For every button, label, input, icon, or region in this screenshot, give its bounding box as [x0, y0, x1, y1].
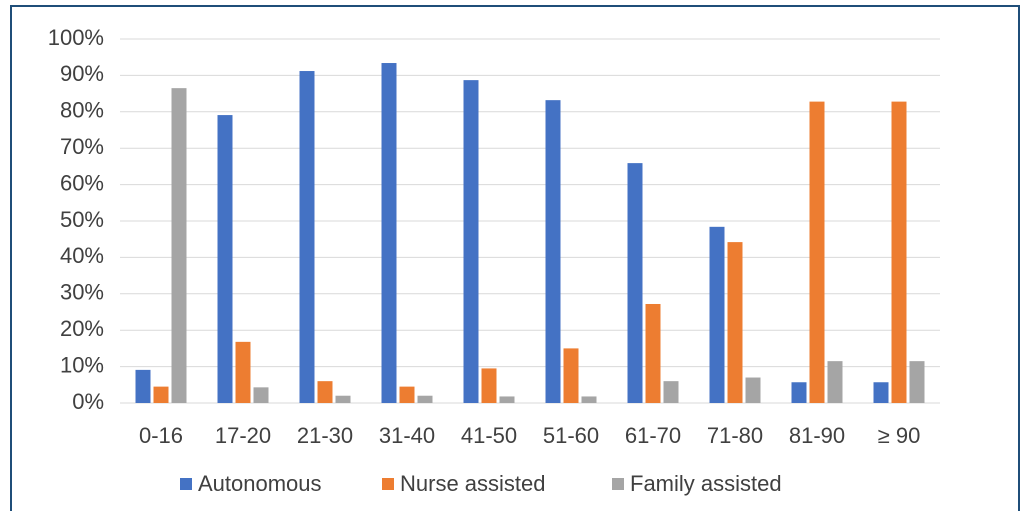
- bar: [417, 395, 433, 403]
- bar: [891, 101, 907, 403]
- bar: [499, 396, 515, 403]
- x-tick-label: 71-80: [707, 423, 763, 448]
- bar: [791, 382, 807, 403]
- x-tick-label: 0-16: [139, 423, 183, 448]
- bar: [235, 341, 251, 403]
- bar: [153, 386, 169, 403]
- y-tick-label: 10%: [60, 352, 104, 377]
- bar: [627, 163, 643, 403]
- bar: [135, 369, 151, 403]
- y-tick-label: 0%: [72, 389, 104, 414]
- bar: [481, 368, 497, 403]
- bar: [253, 387, 269, 403]
- x-tick-label: 21-30: [297, 423, 353, 448]
- bar: [645, 303, 661, 403]
- bar: [581, 396, 597, 403]
- x-tick-label: ≥ 90: [878, 423, 921, 448]
- bar: [399, 386, 415, 403]
- bar: [217, 115, 233, 404]
- bar: [727, 242, 743, 403]
- y-tick-label: 20%: [60, 316, 104, 341]
- x-tick-label: 51-60: [543, 423, 599, 448]
- y-tick-label: 40%: [60, 243, 104, 268]
- y-tick-label: 90%: [60, 61, 104, 86]
- bar: [709, 226, 725, 403]
- legend-swatch: [612, 478, 624, 490]
- x-tick-label: 61-70: [625, 423, 681, 448]
- legend-label: Autonomous: [198, 471, 322, 496]
- bar: [317, 381, 333, 403]
- bar: [909, 361, 925, 403]
- bar: [299, 71, 315, 404]
- bar: [171, 88, 187, 403]
- x-tick-label: 31-40: [379, 423, 435, 448]
- y-tick-label: 60%: [60, 170, 104, 195]
- frame: [10, 5, 1020, 511]
- x-tick-label: 41-50: [461, 423, 517, 448]
- bar: [463, 80, 479, 403]
- y-tick-label: 80%: [60, 98, 104, 123]
- bar: [335, 395, 351, 403]
- y-tick-label: 100%: [48, 25, 104, 50]
- y-tick-label: 30%: [60, 280, 104, 305]
- x-tick-label: 81-90: [789, 423, 845, 448]
- y-tick-label: 50%: [60, 207, 104, 232]
- bar: [809, 101, 825, 403]
- x-tick-label: 17-20: [215, 423, 271, 448]
- bar: [827, 361, 843, 403]
- bar: [545, 100, 561, 403]
- legend-label: Nurse assisted: [400, 471, 546, 496]
- bar: [663, 381, 679, 403]
- bar: [381, 63, 397, 404]
- legend-swatch: [382, 478, 394, 490]
- bar: [745, 377, 761, 403]
- y-tick-label: 70%: [60, 134, 104, 159]
- legend-swatch: [180, 478, 192, 490]
- bar: [563, 348, 579, 403]
- bar: [873, 382, 889, 403]
- legend-label: Family assisted: [630, 471, 782, 496]
